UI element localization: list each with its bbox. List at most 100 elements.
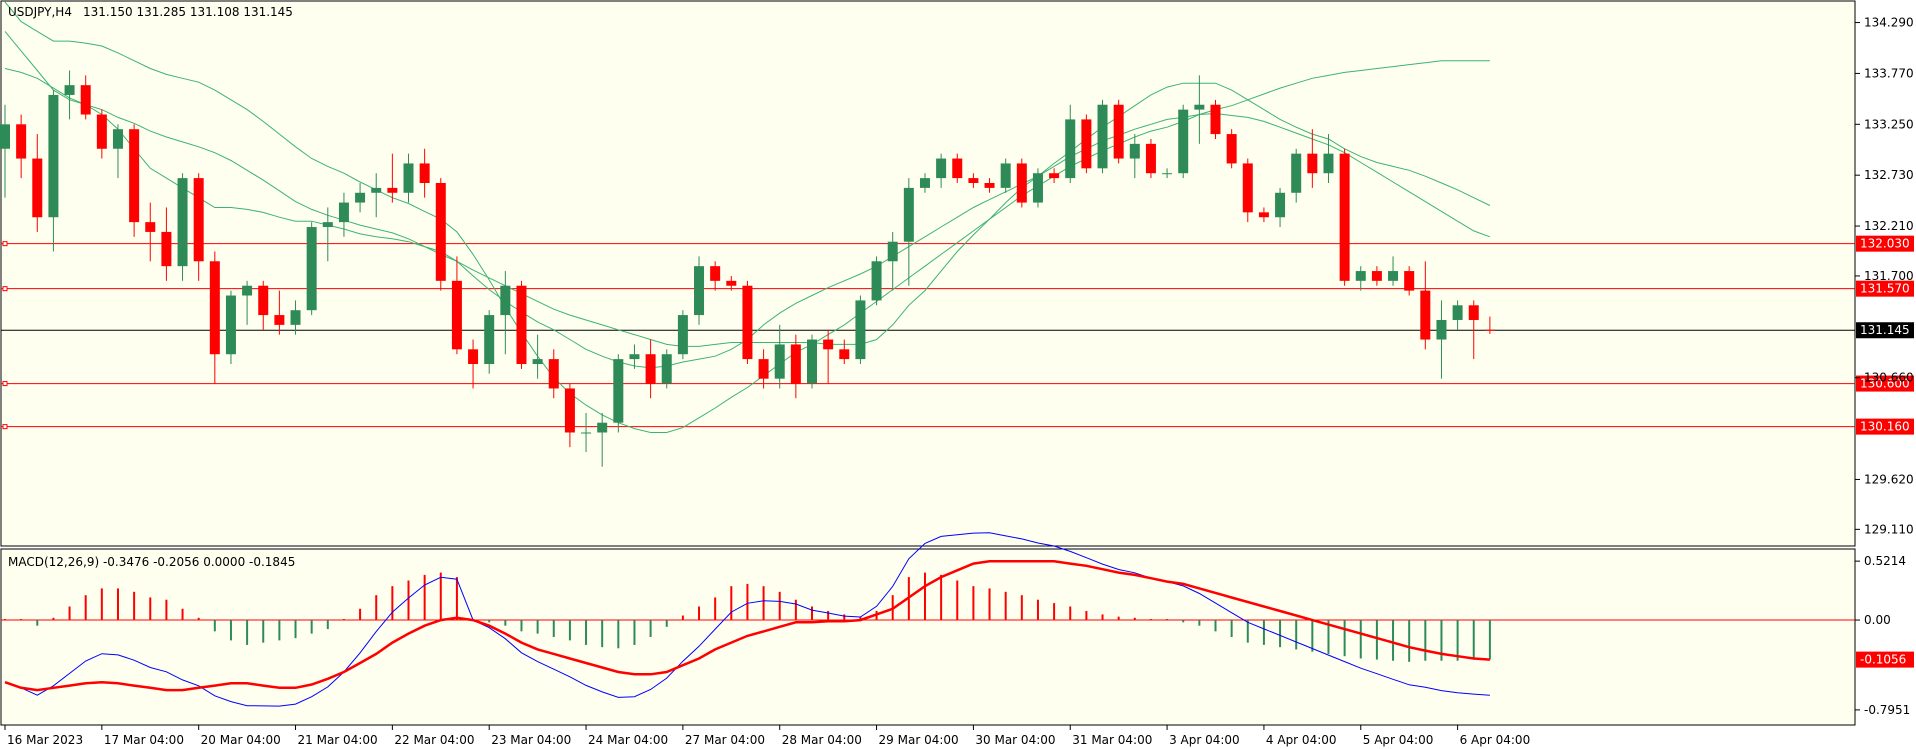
candle-body bbox=[322, 222, 333, 228]
candle-body bbox=[597, 422, 608, 433]
candle-body bbox=[726, 280, 737, 286]
candle-body bbox=[435, 183, 446, 281]
candle-body bbox=[290, 310, 301, 325]
candle-body bbox=[484, 315, 495, 364]
main-panel-bg bbox=[0, 0, 1856, 547]
level-tag-2 bbox=[1856, 375, 1914, 392]
candle-body bbox=[355, 192, 366, 203]
macd-lines bbox=[4, 532, 1490, 707]
level-tag-3 bbox=[1856, 418, 1914, 435]
candle-body bbox=[1404, 271, 1415, 291]
candle-body bbox=[581, 432, 592, 434]
candle-body bbox=[1388, 271, 1399, 281]
candle-body bbox=[1016, 163, 1027, 203]
level-tag-label-3: 130.160 bbox=[1860, 420, 1910, 434]
current-price-tag bbox=[1856, 322, 1914, 339]
chart-title: USDJPY,H4 bbox=[8, 5, 72, 19]
time-axis: 16 Mar 2023 17 Mar 04:00 20 Mar 04:00 21 Ma… bbox=[4, 725, 1531, 747]
candle-body bbox=[274, 315, 285, 325]
price-tick-label-1: 133.770 bbox=[1864, 66, 1914, 80]
candle-body bbox=[419, 163, 430, 183]
macd-tick-label-1: 0.00 bbox=[1864, 613, 1891, 627]
candle-body bbox=[1339, 153, 1350, 281]
candle-body bbox=[0, 124, 10, 149]
level-anchor-3[interactable] bbox=[2, 424, 8, 430]
candle-body bbox=[1065, 119, 1076, 179]
time-tick-label-12: 3 Apr 04:00 bbox=[1169, 733, 1240, 747]
bollinger-lower-line bbox=[4, 1, 1490, 433]
price-tick-label-0: 134.290 bbox=[1864, 16, 1914, 30]
level-tag-0 bbox=[1856, 235, 1914, 252]
candle-body bbox=[677, 315, 688, 355]
macd-signal-line bbox=[4, 560, 1490, 692]
time-tick-label-10: 30 Mar 04:00 bbox=[975, 733, 1055, 747]
candle-body bbox=[1032, 173, 1043, 203]
candle-body bbox=[887, 241, 898, 262]
candle-body bbox=[161, 231, 172, 267]
level-tag-label-0: 132.030 bbox=[1860, 237, 1910, 251]
candle-body bbox=[403, 163, 414, 193]
time-tick-label-5: 23 Mar 04:00 bbox=[491, 733, 571, 747]
candle-body bbox=[516, 285, 527, 364]
macd-histogram bbox=[4, 572, 1491, 662]
price-tick-label-5: 131.700 bbox=[1864, 269, 1914, 283]
macd-main-line bbox=[4, 532, 1490, 707]
time-tick-label-3: 21 Mar 04:00 bbox=[298, 733, 378, 747]
candle-body bbox=[371, 187, 382, 193]
candle-body bbox=[258, 285, 269, 316]
time-tick-label-6: 24 Mar 04:00 bbox=[588, 733, 668, 747]
level-tag-label-1: 131.570 bbox=[1860, 282, 1910, 296]
candle-body bbox=[468, 349, 479, 364]
macd-tick-label-0: 0.5214 bbox=[1864, 554, 1906, 568]
candle-body bbox=[387, 187, 398, 193]
candle-body bbox=[451, 280, 462, 350]
candle-body bbox=[968, 178, 979, 183]
time-tick-label-0: 16 Mar 2023 bbox=[7, 733, 83, 747]
time-tick-label-2: 20 Mar 04:00 bbox=[201, 733, 281, 747]
candle-body bbox=[242, 285, 253, 296]
candle-body bbox=[919, 178, 930, 188]
candle-body bbox=[903, 187, 914, 242]
candle-body bbox=[1291, 153, 1302, 193]
candle-body bbox=[306, 227, 317, 311]
candle-body bbox=[532, 359, 543, 364]
candle-body bbox=[774, 344, 785, 379]
time-tick-label-14: 5 Apr 04:00 bbox=[1363, 733, 1434, 747]
candle-body bbox=[112, 129, 123, 149]
level-anchor-2[interactable] bbox=[2, 381, 8, 387]
candle-body bbox=[936, 158, 947, 179]
candle-body bbox=[1355, 271, 1366, 281]
candle-body bbox=[1049, 173, 1060, 179]
candle-body bbox=[64, 85, 75, 95]
time-tick-label-15: 6 Apr 04:00 bbox=[1460, 733, 1531, 747]
candle-body bbox=[1420, 290, 1431, 340]
candle-body bbox=[1468, 305, 1479, 320]
candle-body bbox=[1081, 119, 1092, 169]
candle-body bbox=[225, 295, 236, 355]
candle-body bbox=[564, 388, 575, 433]
candle-body bbox=[1226, 134, 1237, 164]
current-price-label: 131.145 bbox=[1860, 323, 1910, 337]
ohlc-readout: 131.150 131.285 131.108 131.145 bbox=[83, 5, 293, 19]
candle-body bbox=[129, 129, 140, 223]
candle-body bbox=[613, 359, 624, 423]
candle-body bbox=[871, 261, 882, 301]
candle-body bbox=[32, 158, 43, 218]
level-anchor-1[interactable] bbox=[2, 286, 8, 292]
candle-body bbox=[984, 183, 995, 188]
price-tick-label-8: 129.110 bbox=[1864, 522, 1914, 536]
price-tick-label-4: 132.210 bbox=[1864, 219, 1914, 233]
candle-body bbox=[855, 300, 866, 360]
time-tick-label-4: 22 Mar 04:00 bbox=[394, 733, 474, 747]
candle-body bbox=[1097, 104, 1108, 169]
macd-tick-label-2: -0.7951 bbox=[1864, 703, 1910, 717]
candle-body bbox=[823, 339, 834, 350]
candle-body bbox=[1129, 143, 1140, 159]
candle-body bbox=[1210, 104, 1221, 135]
candle-body bbox=[790, 344, 801, 384]
candle-body bbox=[177, 178, 188, 267]
level-anchor-0[interactable] bbox=[2, 241, 8, 247]
candle-body bbox=[1436, 319, 1447, 340]
candle-body bbox=[1258, 212, 1269, 218]
